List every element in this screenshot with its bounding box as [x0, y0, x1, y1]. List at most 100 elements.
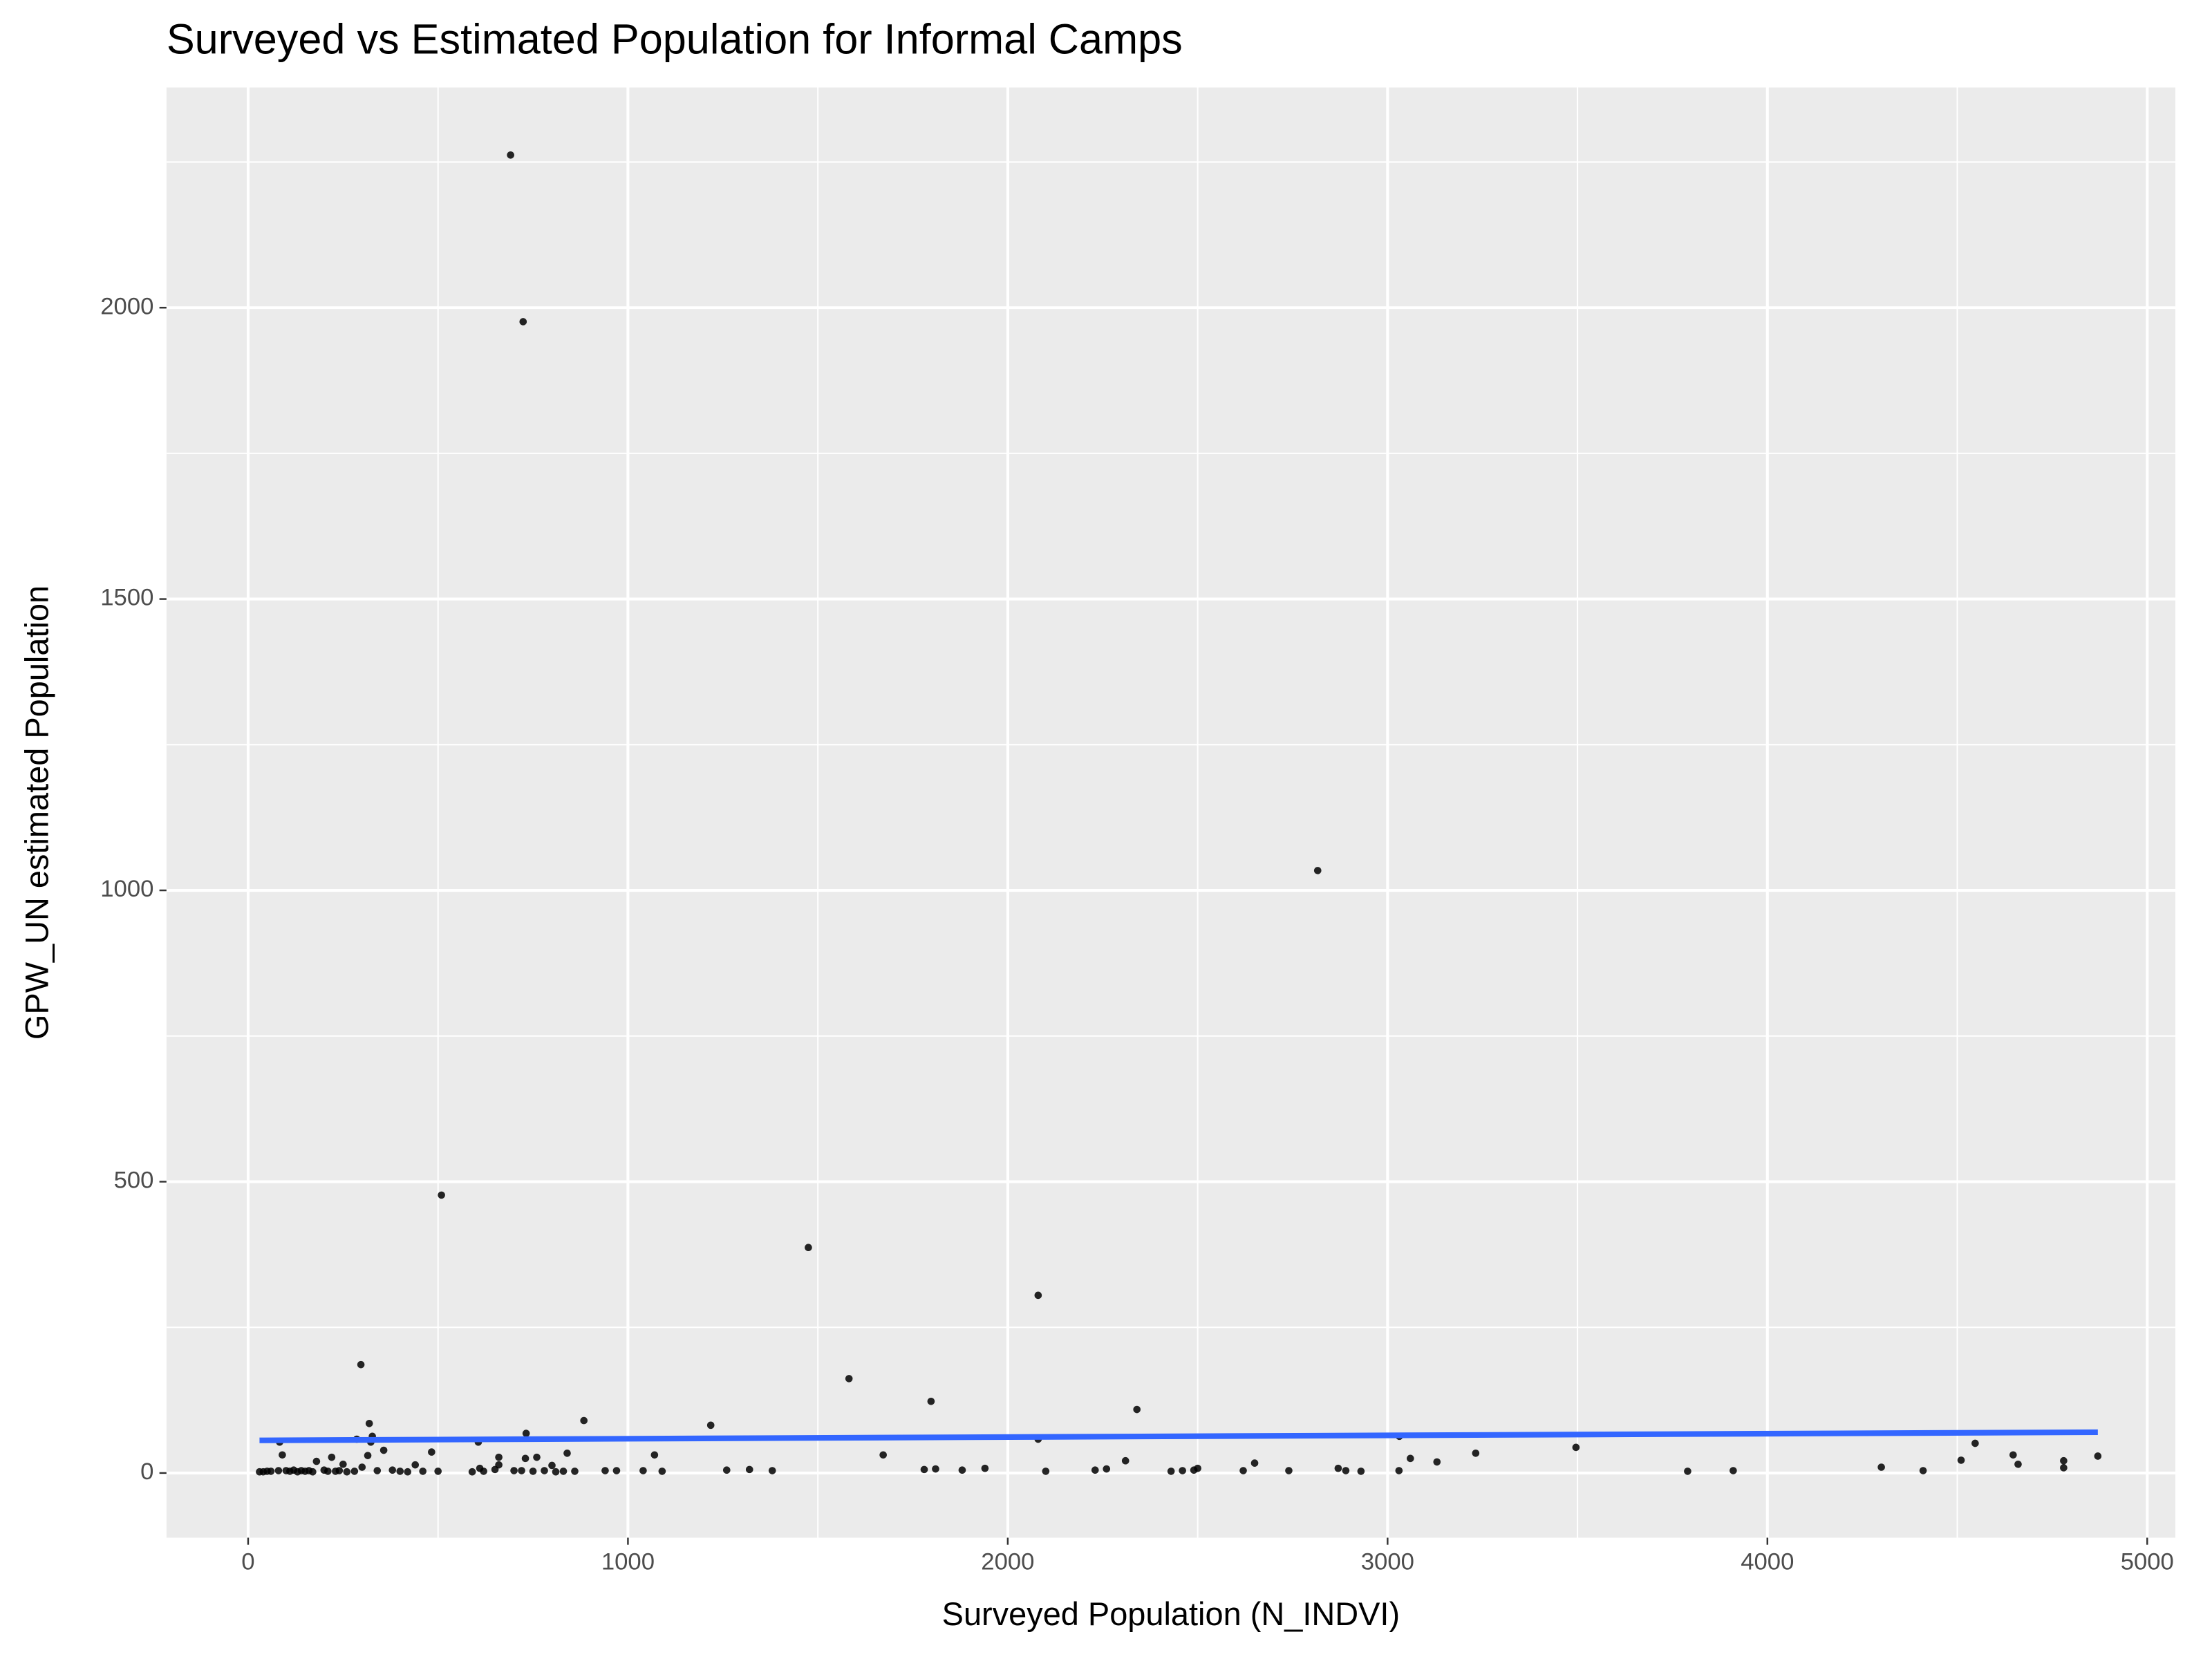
- y-tick-label: 2000: [100, 293, 153, 319]
- point: [1167, 1468, 1175, 1475]
- y-axis-title: GPW_UN estimated Population: [19, 585, 55, 1040]
- point: [1407, 1454, 1414, 1463]
- y-tick-label: 500: [114, 1168, 154, 1194]
- point: [388, 1466, 397, 1474]
- point: [507, 151, 514, 159]
- point: [309, 1468, 317, 1476]
- point: [357, 1360, 365, 1369]
- point: [2060, 1464, 2068, 1472]
- point: [1042, 1468, 1050, 1475]
- chart-title: Surveyed vs Estimated Population for Inf…: [167, 15, 1183, 62]
- point: [358, 1463, 366, 1471]
- point: [1919, 1467, 1927, 1474]
- point: [434, 1468, 442, 1475]
- point: [518, 1467, 525, 1474]
- point: [2094, 1452, 2102, 1460]
- point: [920, 1465, 928, 1474]
- point: [1395, 1467, 1403, 1474]
- point: [404, 1468, 412, 1476]
- point: [601, 1467, 609, 1474]
- point: [2014, 1460, 2022, 1468]
- point: [981, 1464, 989, 1472]
- y-tick-label: 1000: [100, 876, 153, 902]
- point: [339, 1460, 347, 1468]
- y-tick-label: 1500: [100, 585, 153, 611]
- point: [932, 1465, 939, 1473]
- point: [706, 1421, 715, 1430]
- point: [552, 1468, 560, 1476]
- point: [1179, 1467, 1186, 1474]
- point: [373, 1467, 382, 1474]
- x-tick-label: 0: [241, 1548, 254, 1575]
- point: [1877, 1463, 1885, 1471]
- point: [1034, 1291, 1042, 1300]
- point: [519, 318, 527, 326]
- point: [845, 1375, 853, 1382]
- point: [639, 1467, 647, 1474]
- x-tick-label: 4000: [1741, 1548, 1794, 1575]
- point: [1190, 1466, 1198, 1474]
- plot-panel: [166, 87, 2175, 1538]
- point: [571, 1468, 579, 1475]
- point: [580, 1416, 588, 1425]
- point: [328, 1453, 336, 1461]
- point: [1334, 1464, 1342, 1472]
- point: [1957, 1456, 1965, 1464]
- point: [286, 1468, 294, 1475]
- point: [1133, 1405, 1141, 1414]
- point: [1572, 1443, 1580, 1452]
- point: [1433, 1458, 1441, 1466]
- point: [324, 1468, 332, 1475]
- point: [612, 1467, 621, 1474]
- point: [419, 1468, 427, 1475]
- point: [480, 1468, 487, 1475]
- point: [559, 1468, 568, 1475]
- point: [396, 1468, 404, 1475]
- point: [332, 1468, 339, 1475]
- point: [438, 1191, 445, 1199]
- x-tick-label: 3000: [1361, 1548, 1414, 1575]
- point: [563, 1449, 571, 1457]
- point: [533, 1453, 541, 1461]
- point: [274, 1467, 283, 1474]
- point: [1730, 1467, 1737, 1474]
- x-tick-label: 1000: [601, 1548, 655, 1575]
- point: [1285, 1467, 1293, 1474]
- point: [365, 1419, 373, 1427]
- x-axis-title: Surveyed Population (N_INDVI): [942, 1596, 1400, 1632]
- point: [2060, 1456, 2068, 1465]
- point: [428, 1448, 435, 1456]
- point: [521, 1454, 529, 1463]
- point: [2009, 1451, 2017, 1459]
- point: [301, 1468, 309, 1475]
- point: [927, 1397, 935, 1405]
- point: [548, 1461, 556, 1470]
- point: [279, 1451, 286, 1459]
- point: [522, 1430, 530, 1437]
- point: [1342, 1467, 1350, 1474]
- point: [263, 1468, 271, 1475]
- point: [491, 1465, 499, 1474]
- y-tick-label: 0: [140, 1459, 153, 1485]
- point: [495, 1453, 503, 1461]
- point: [879, 1451, 887, 1459]
- point: [805, 1244, 812, 1252]
- point: [294, 1468, 301, 1476]
- point: [350, 1468, 359, 1475]
- point: [650, 1451, 659, 1459]
- point: [958, 1466, 966, 1474]
- x-tick-label: 5000: [2121, 1548, 2174, 1575]
- point: [1103, 1465, 1111, 1473]
- x-tick-label: 2000: [981, 1548, 1034, 1575]
- point: [529, 1468, 537, 1475]
- point: [1971, 1439, 1979, 1447]
- point: [343, 1468, 351, 1476]
- point: [1121, 1456, 1130, 1465]
- point: [379, 1446, 388, 1454]
- point: [658, 1468, 666, 1475]
- trend-line: [259, 1429, 2098, 1443]
- point: [1472, 1449, 1480, 1457]
- point: [411, 1461, 420, 1469]
- point: [1239, 1467, 1247, 1474]
